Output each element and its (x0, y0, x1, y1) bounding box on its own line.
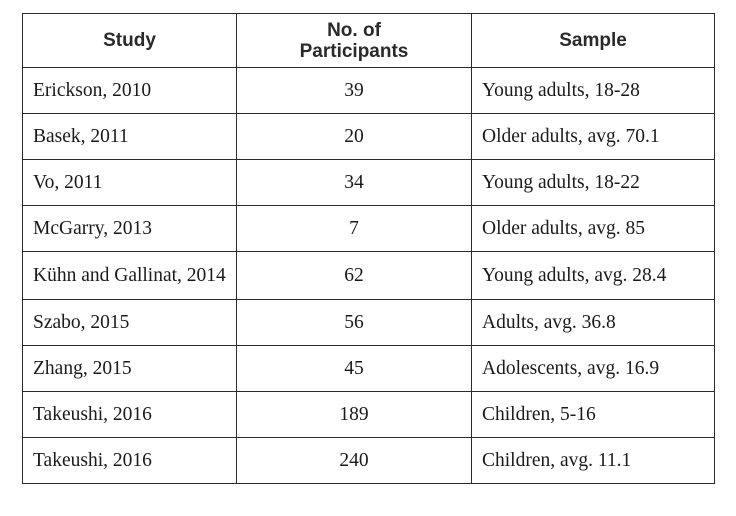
header-sample: Sample (471, 13, 715, 68)
table-row: Vo, 2011 34 Young adults, 18-22 (22, 159, 715, 206)
participants-cell: 20 (236, 113, 472, 160)
sample-cell: Older adults, avg. 70.1 (471, 113, 715, 160)
sample-cell: Adults, avg. 36.8 (471, 299, 715, 346)
table-body: Erickson, 2010 39 Young adults, 18-28 Ba… (22, 67, 715, 484)
study-cell: McGarry, 2013 (22, 205, 237, 252)
sample-cell: Young adults, 18-22 (471, 159, 715, 206)
header-row: Study No. of Participants Sample (22, 13, 715, 68)
participants-cell: 34 (236, 159, 472, 206)
participants-cell: 240 (236, 437, 472, 484)
study-cell: Vo, 2011 (22, 159, 237, 206)
sample-cell: Young adults, 18-28 (471, 67, 715, 114)
sample-cell: Young adults, avg. 28.4 (471, 251, 715, 300)
header-participants: No. of Participants (236, 13, 472, 68)
participants-cell: 7 (236, 205, 472, 252)
header-study: Study (22, 13, 237, 68)
study-cell: Erickson, 2010 (22, 67, 237, 114)
participants-cell: 189 (236, 391, 472, 438)
study-cell: Szabo, 2015 (22, 299, 237, 346)
header-participants-line2: Participants (299, 40, 409, 62)
sample-cell: Children, 5-16 (471, 391, 715, 438)
studies-table-container: Study No. of Participants Sample Erickso… (22, 13, 715, 484)
header-participants-line1: No. of (327, 19, 381, 41)
table-row: Erickson, 2010 39 Young adults, 18-28 (22, 67, 715, 114)
table-row: Zhang, 2015 45 Adolescents, avg. 16.9 (22, 345, 715, 392)
sample-cell: Adolescents, avg. 16.9 (471, 345, 715, 392)
sample-cell: Children, avg. 11.1 (471, 437, 715, 484)
participants-cell: 45 (236, 345, 472, 392)
table-row: Takeushi, 2016 189 Children, 5-16 (22, 391, 715, 438)
study-cell: Takeushi, 2016 (22, 437, 237, 484)
study-cell: Kühn and Gallinat, 2014 (22, 251, 237, 300)
sample-cell: Older adults, avg. 85 (471, 205, 715, 252)
table-row: Szabo, 2015 56 Adults, avg. 36.8 (22, 299, 715, 346)
participants-cell: 56 (236, 299, 472, 346)
studies-table: Study No. of Participants Sample Erickso… (22, 13, 715, 484)
table-row: Basek, 2011 20 Older adults, avg. 70.1 (22, 113, 715, 160)
table-row: McGarry, 2013 7 Older adults, avg. 85 (22, 205, 715, 252)
table-header: Study No. of Participants Sample (22, 13, 715, 68)
participants-cell: 62 (236, 251, 472, 300)
table-row: Kühn and Gallinat, 2014 62 Young adults,… (22, 251, 715, 300)
study-cell: Basek, 2011 (22, 113, 237, 160)
table-row: Takeushi, 2016 240 Children, avg. 11.1 (22, 437, 715, 484)
study-cell: Zhang, 2015 (22, 345, 237, 392)
study-cell: Takeushi, 2016 (22, 391, 237, 438)
participants-cell: 39 (236, 67, 472, 114)
